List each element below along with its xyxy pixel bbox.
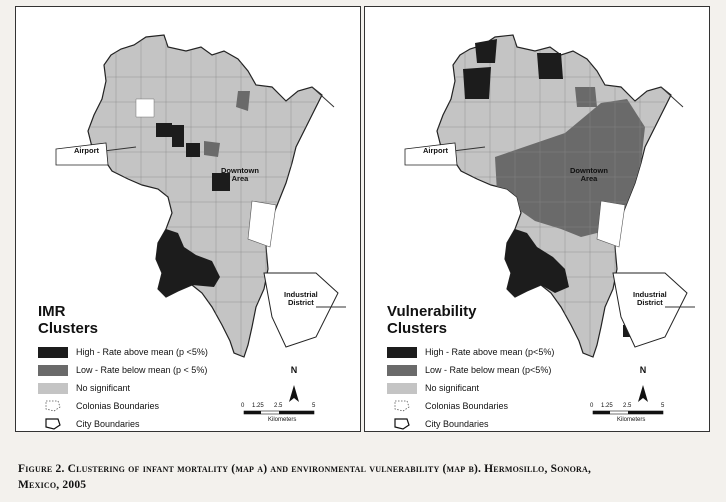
outline-icon bbox=[38, 417, 68, 431]
industrial-district bbox=[263, 272, 339, 348]
empty-zone bbox=[247, 200, 277, 248]
label-industrial: Industrial District bbox=[633, 290, 667, 307]
swatch-nosig bbox=[387, 382, 417, 394]
dotted-outline-icon bbox=[387, 399, 417, 413]
label-airport: Airport bbox=[74, 146, 99, 155]
north-label: N bbox=[639, 365, 647, 375]
caption-line: Mexico, 2005 bbox=[18, 479, 87, 491]
airport-area bbox=[404, 142, 458, 166]
legend-label: Colonias Boundaries bbox=[76, 401, 160, 411]
high-cluster bbox=[186, 143, 200, 157]
legend-item-colonias: Colonias Boundaries bbox=[387, 397, 554, 415]
legend-item-high: High - Rate above mean (p<5%) bbox=[387, 343, 554, 361]
high-cluster bbox=[463, 67, 491, 99]
legend-label: City Boundaries bbox=[425, 419, 489, 429]
high-cluster bbox=[505, 229, 569, 297]
map-panel-imr: Airport Downtown Area Industrial District … bbox=[15, 6, 361, 432]
legend-label: Colonias Boundaries bbox=[425, 401, 509, 411]
label-downtown: Downtown Area bbox=[570, 166, 608, 183]
legend-label: High - Rate above mean (p <5%) bbox=[76, 347, 208, 357]
swatch-nosig bbox=[38, 382, 68, 394]
high-cluster bbox=[475, 39, 497, 63]
label-industrial: Industrial District bbox=[284, 290, 318, 307]
map-title: Vulnerability Clusters bbox=[387, 303, 477, 337]
caption-line: Figure 2. Clustering of infant mortality… bbox=[18, 463, 592, 475]
empty-zone bbox=[596, 200, 626, 248]
legend-label: No significant bbox=[76, 383, 131, 393]
legend-item-city: City Boundaries bbox=[387, 415, 554, 431]
high-cluster bbox=[212, 173, 230, 191]
legend-item-low: Low - Rate below mean (p < 5%) bbox=[38, 361, 208, 379]
label-downtown: Downtown Area bbox=[221, 166, 259, 183]
swatch-high bbox=[387, 346, 417, 358]
legend-item-high: High - Rate above mean (p <5%) bbox=[38, 343, 208, 361]
legend-item-nosig: No significant bbox=[38, 379, 208, 397]
swatch-low bbox=[387, 364, 417, 376]
high-cluster bbox=[156, 123, 172, 137]
low-cluster bbox=[575, 87, 597, 107]
low-cluster bbox=[204, 141, 220, 157]
empty-zone bbox=[135, 98, 155, 118]
dotted-outline-icon bbox=[38, 399, 68, 413]
figure-caption: Figure 2. Clustering of infant mortality… bbox=[18, 461, 718, 493]
low-cluster bbox=[236, 91, 250, 111]
outline-icon bbox=[387, 417, 417, 431]
legend-item-city: City Boundaries bbox=[38, 415, 208, 431]
high-cluster bbox=[156, 229, 220, 297]
legend-item-colonias: Colonias Boundaries bbox=[38, 397, 208, 415]
city-map-vulnerability bbox=[404, 34, 695, 415]
map-panel-vulnerability: Airport Downtown Area Industrial District … bbox=[364, 6, 710, 432]
legend-label: City Boundaries bbox=[76, 419, 140, 429]
map-title: IMR Clusters bbox=[38, 303, 99, 337]
scale-bar bbox=[592, 410, 664, 415]
label-airport: Airport bbox=[423, 146, 448, 155]
swatch-high bbox=[38, 346, 68, 358]
high-cluster bbox=[172, 125, 184, 147]
north-arrow-icon bbox=[289, 385, 299, 402]
legend-label: Low - Rate below mean (p<5%) bbox=[425, 365, 552, 375]
legend-item-low: Low - Rate below mean (p<5%) bbox=[387, 361, 554, 379]
north-label: N bbox=[290, 365, 298, 375]
legend-label: High - Rate above mean (p<5%) bbox=[425, 347, 555, 357]
legend-label: Low - Rate below mean (p < 5%) bbox=[76, 365, 208, 375]
north-arrow-icon bbox=[638, 385, 648, 402]
industrial-district bbox=[612, 272, 688, 348]
high-cluster bbox=[537, 53, 563, 79]
legend: High - Rate above mean (p <5%) Low - Rat… bbox=[38, 343, 208, 431]
airport-area bbox=[55, 142, 109, 166]
scale-bar bbox=[243, 410, 315, 415]
city-map-imr bbox=[55, 34, 346, 415]
legend-label: No significant bbox=[425, 383, 480, 393]
legend-item-nosig: No significant bbox=[387, 379, 554, 397]
legend: High - Rate above mean (p<5%) Low - Rate… bbox=[387, 343, 554, 431]
swatch-low bbox=[38, 364, 68, 376]
